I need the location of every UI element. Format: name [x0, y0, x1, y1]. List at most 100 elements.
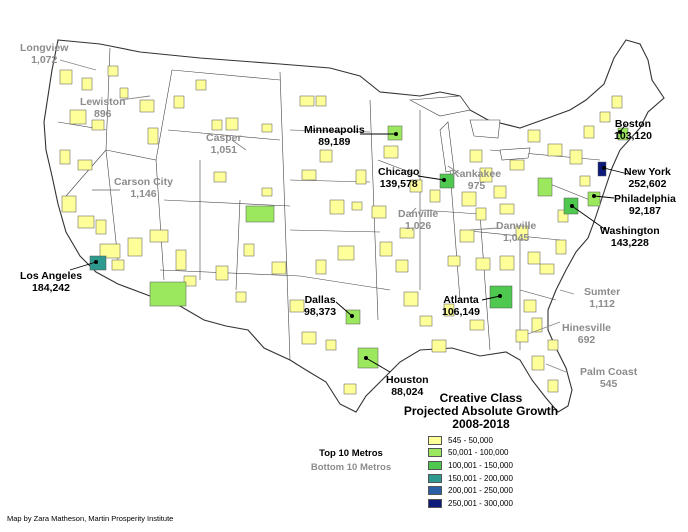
metro-area: [245, 205, 275, 223]
metro-area: [243, 243, 255, 257]
legend-item: 545 - 50,000: [428, 434, 513, 447]
metro-area: [493, 185, 507, 199]
metro-area: [149, 229, 169, 243]
label-atlanta: Atlanta 106,149: [442, 294, 480, 318]
legend-item: 250,001 - 300,000: [428, 497, 513, 510]
label-palm-coast: Palm Coast 545: [580, 366, 638, 390]
metro-area: [475, 207, 487, 221]
metro-area: [183, 275, 197, 287]
metro-area: [439, 173, 455, 189]
metro-area: [611, 95, 623, 109]
label-longview: Longview 1,072: [20, 42, 69, 66]
metro-area: [315, 95, 327, 107]
label-dallas: Dallas 98,373: [304, 294, 337, 318]
metro-area: [99, 243, 121, 259]
legend-item: 200,001 - 250,000: [428, 484, 513, 497]
metro-area: [149, 281, 187, 307]
metro-area: [515, 329, 529, 343]
metro-area: [547, 143, 563, 157]
metro-area: [403, 291, 419, 307]
us-outline: [43, 39, 665, 413]
metro-area: [61, 195, 77, 213]
metro-area: [59, 69, 73, 85]
metro-area: [147, 127, 159, 145]
metro-area: [289, 299, 305, 313]
key-bottom-metros: Bottom 10 Metros: [310, 462, 392, 473]
metro-area: [225, 117, 239, 131]
metro-area: [69, 109, 87, 125]
metro-area: [119, 87, 129, 99]
metro-area: [337, 245, 355, 261]
label-houston: Houston 88,024: [386, 374, 429, 398]
metro-area: [399, 227, 415, 239]
metro-area: [475, 257, 491, 271]
label-chicago: Chicago 139,578: [378, 166, 420, 190]
metro-area: [587, 191, 601, 207]
metro-area: [329, 199, 345, 215]
metro-area: [175, 249, 187, 271]
metro-area: [343, 383, 357, 395]
legend-item: 100,001 - 150,000: [428, 459, 513, 472]
metro-area: [531, 355, 545, 371]
metro-area: [319, 149, 333, 163]
metro-area: [95, 219, 107, 235]
metro-area: [443, 303, 455, 317]
metro-area: [213, 171, 227, 183]
metro-area: [301, 331, 317, 345]
metro-area: [555, 239, 567, 255]
metro-area: [515, 225, 529, 241]
label-philadelphia: Philadelphia 92,187: [614, 193, 676, 217]
metro-area: [59, 149, 71, 165]
label-kankakee: Kankakee 975: [452, 168, 502, 192]
metro-area: [579, 175, 591, 187]
metro-area: [111, 259, 125, 271]
label-los-angeles: Los Angeles 184,242: [20, 270, 83, 294]
metro-area-nyc: [597, 161, 607, 177]
legend-swatch: [428, 460, 442, 470]
label-carson-city: Carson City 1,146: [114, 176, 173, 200]
metro-area: [77, 159, 93, 171]
metro-area: [301, 169, 317, 181]
metro-area: [469, 149, 483, 163]
metro-area-la: [89, 255, 107, 271]
label-washington: Washington 143,228: [600, 225, 660, 249]
metro-area: [409, 179, 423, 193]
label-danville-va: Danville 1,026: [398, 208, 439, 232]
key-top-metros: Top 10 Metros: [319, 448, 383, 459]
metro-area: [569, 149, 583, 165]
metro-area: [173, 95, 185, 109]
metro-area: [261, 187, 273, 197]
metro-area: [459, 229, 475, 243]
metro-area: [469, 319, 485, 331]
metro-area: [461, 191, 477, 207]
metro-area: [523, 299, 537, 313]
label-minneapolis: Minneapolis 89,189: [304, 124, 365, 148]
metro-area: [537, 177, 553, 197]
metro-points: [94, 130, 622, 360]
metro-area: [479, 167, 493, 183]
legend-swatch: [428, 435, 442, 445]
label-boston: Boston 103,120: [614, 118, 652, 142]
metro-area: [139, 99, 155, 113]
legend-title: Creative Class Projected Absolute Growth…: [403, 391, 559, 431]
label-danville-il: Danville 1,045: [496, 220, 537, 244]
metro-area: [107, 65, 119, 77]
metro-area: [509, 159, 525, 171]
metro-area: [77, 215, 95, 229]
metro-area: [195, 79, 207, 91]
metro-area: [531, 317, 543, 333]
metro-area: [383, 145, 399, 159]
metro-area: [299, 95, 315, 107]
metro-area: [81, 77, 93, 91]
metro-area: [429, 189, 441, 203]
metro-area: [447, 255, 461, 267]
map-credit: Map by Zara Matheson, Martin Prosperity …: [7, 514, 174, 523]
metro-area: [261, 123, 273, 133]
metro-area: [599, 111, 611, 123]
metro-area: [235, 291, 247, 303]
metro-area: [547, 379, 559, 393]
great-lakes: [408, 95, 531, 173]
legend: 545 - 50,000 50,001 - 100,000 100,001 - …: [428, 434, 513, 510]
metro-area: [211, 119, 223, 131]
